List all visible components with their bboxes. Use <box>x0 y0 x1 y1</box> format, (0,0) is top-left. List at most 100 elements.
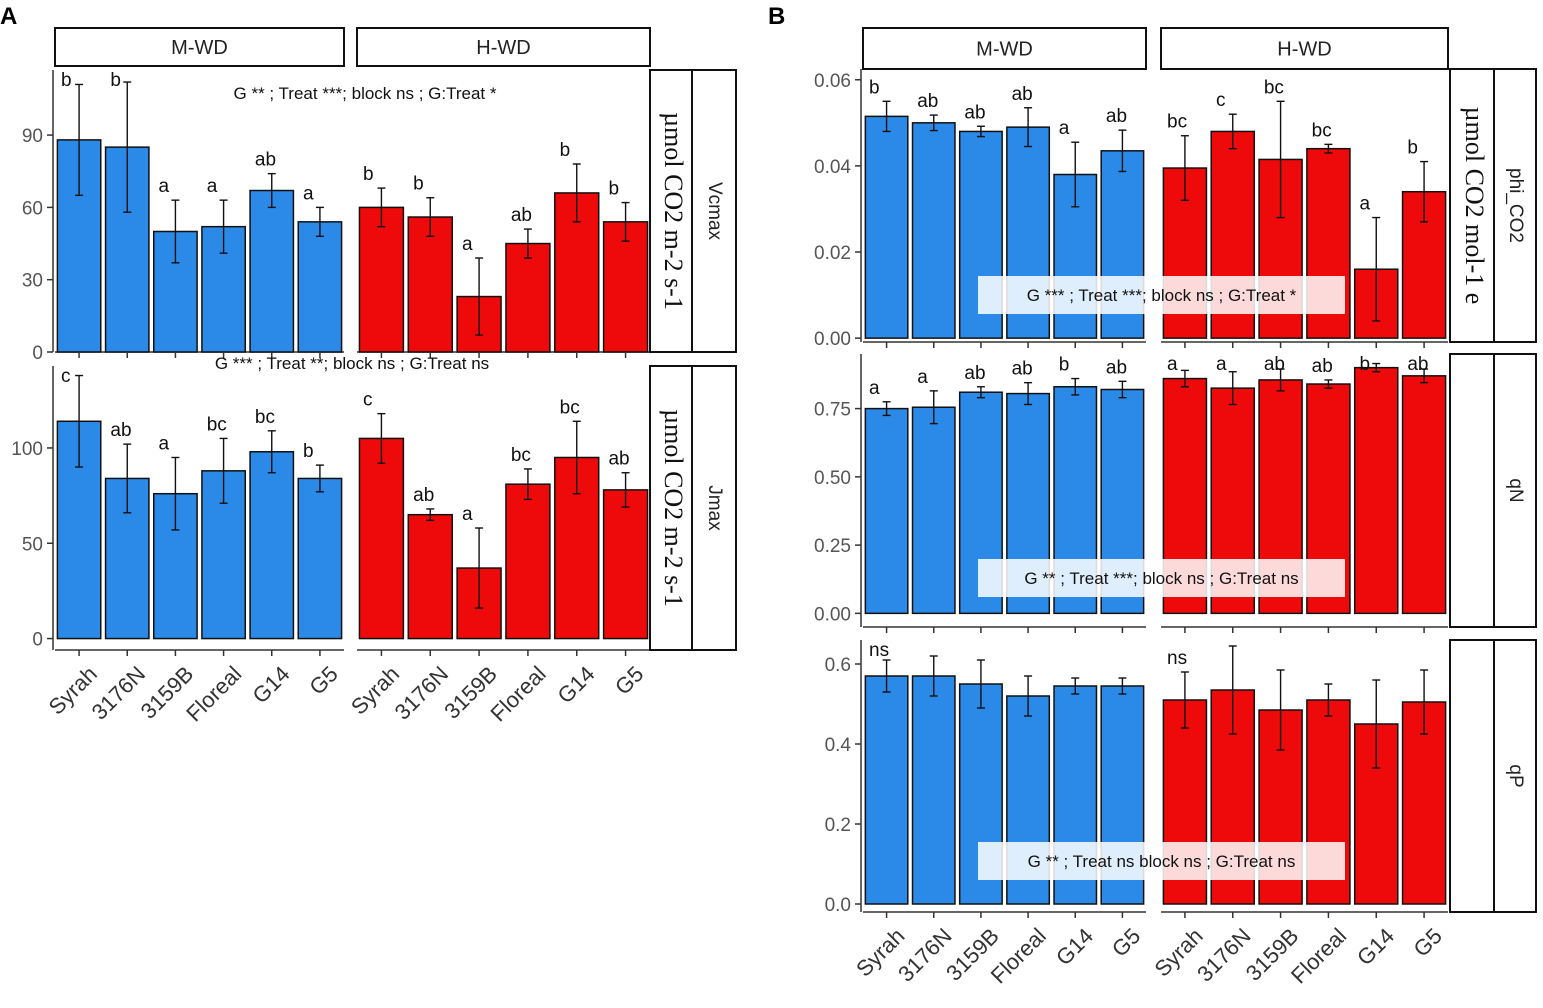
significance-letter: c <box>363 390 373 411</box>
significance-letter: ab <box>1106 106 1127 127</box>
significance-letter: bc <box>1167 112 1187 133</box>
significance-letter: b <box>363 164 374 185</box>
y-tick-label: 0.00 <box>814 329 851 350</box>
panel-label-a: A <box>0 3 17 30</box>
bar-3176n <box>407 513 453 640</box>
bar-g5 <box>297 477 343 640</box>
significance-letter: c <box>1216 90 1226 111</box>
annotation-box <box>978 842 1345 880</box>
significance-letter: a <box>1059 118 1070 139</box>
x-tick-label: G5 <box>1107 923 1145 961</box>
significance-letter: ab <box>255 150 276 171</box>
y-tick-label: 50 <box>22 534 43 555</box>
bar-g5 <box>1401 375 1447 615</box>
significance-letter: a <box>207 176 218 197</box>
bar-syrah <box>864 675 909 905</box>
statistics-annotation: G *** ; Treat **; block ns ; G:Treat ns <box>215 354 489 373</box>
y-tick-label: 0 <box>32 630 43 651</box>
significance-letter: ab <box>608 449 629 470</box>
significance-letter: a <box>462 504 473 525</box>
row-strip <box>691 69 737 353</box>
bar-g5 <box>602 489 649 640</box>
significance-letter: ab <box>1012 359 1033 380</box>
significance-letter: b <box>110 70 121 91</box>
y-tick-label: 0.75 <box>814 400 851 421</box>
bar-floreal <box>505 242 551 353</box>
bar-g14 <box>1353 366 1399 615</box>
significance-letter: ab <box>1312 356 1333 377</box>
row-strip-label: qP <box>1505 764 1526 787</box>
significance-letter: a <box>1216 354 1227 375</box>
y-tick-label: 30 <box>22 271 43 292</box>
significance-letter: bc <box>511 445 531 466</box>
significance-letter: a <box>303 183 314 204</box>
chart-b-qn: 0.00 0.25 0.50 0.75 a a ab ab b ab a a ab ab b ab G ** ;… <box>814 353 1537 633</box>
significance-letter: ab <box>1106 357 1127 378</box>
chart-b-qp: 0.0 0.2 0.4 0.6 ns ns G ** ; Treat ns block ns… <box>825 639 1537 918</box>
significance-letter: bc <box>1312 120 1332 141</box>
significance-letter: bc <box>1264 77 1284 98</box>
y-tick-label: 0.00 <box>814 604 851 625</box>
significance-letter: b <box>61 70 72 91</box>
y-tick-label: 0.06 <box>814 71 851 92</box>
row-strip <box>1493 68 1537 343</box>
significance-letter: a <box>917 367 928 388</box>
row-strip-label: phi_CO2 <box>1505 168 1526 243</box>
significance-letter: b <box>560 140 571 161</box>
facet-strip-label: H-WD <box>476 37 530 59</box>
significance-letter: ab <box>917 91 938 112</box>
y-axis-unit-label: µmol CO2 mol-1 e <box>1460 107 1489 305</box>
row-strip <box>691 365 737 651</box>
significance-letter: ab <box>1264 354 1285 375</box>
y-tick-label: 0.0 <box>825 895 851 916</box>
x-tick-label: 3176N <box>390 661 454 725</box>
row-strip-label: qN <box>1505 478 1526 502</box>
bar-3176n <box>911 675 956 905</box>
x-tick-label: G14 <box>553 661 600 708</box>
significance-letter: b <box>869 77 880 98</box>
annotation-box <box>978 276 1345 314</box>
significance-letter: b <box>608 179 619 200</box>
significance-letter: bc <box>560 397 580 418</box>
x-tick-label: G14 <box>248 661 295 708</box>
bar-g14 <box>249 451 295 640</box>
significance-letter: ab <box>964 363 985 384</box>
x-tick-label: 3176N <box>1192 923 1256 987</box>
panel-label-b: B <box>768 3 785 30</box>
significance-letter: a <box>462 234 473 255</box>
significance-letter: c <box>61 366 71 387</box>
y-tick-label: 0.6 <box>825 655 851 676</box>
bar-floreal <box>505 483 551 640</box>
y-tick-label: 0.2 <box>825 815 851 836</box>
significance-letter: ab <box>1407 354 1428 375</box>
significance-letter: ab <box>110 420 131 441</box>
significance-letter: a <box>1167 354 1178 375</box>
x-tick-label: Floreal <box>181 661 246 726</box>
statistics-annotation: G ** ; Treat ns block ns ; G:Treat ns <box>1028 852 1296 871</box>
y-axis-unit-label: µmol CO2 m-2 s-1 <box>659 409 688 607</box>
x-tick-label: G14 <box>1352 923 1399 970</box>
x-tick-label: 3176N <box>87 661 151 725</box>
x-tick-label: 3176N <box>893 923 957 987</box>
y-tick-label: 0 <box>32 343 43 364</box>
facet-strip-b-0 <box>862 27 1147 70</box>
significance-letter: a <box>869 378 880 399</box>
significance-letter: ab <box>964 102 985 123</box>
y-label-strip <box>649 69 693 353</box>
row-strip-label: Jmax <box>704 485 725 531</box>
bar-syrah <box>864 407 909 615</box>
y-tick-label: 100 <box>11 439 43 460</box>
facet-strip-b-1 <box>1160 27 1449 70</box>
facet-strip-label: H-WD <box>1277 39 1331 61</box>
significance-letter: b <box>1407 138 1418 159</box>
y-tick-label: 0.02 <box>814 243 851 264</box>
bar-g5 <box>1401 701 1447 905</box>
facet-strip-a-0 <box>54 27 345 67</box>
x-tick-label: Floreal <box>486 661 551 726</box>
x-tick-label: Floreal <box>1286 923 1351 988</box>
statistics-annotation: G ** ; Treat ***; block ns ; G:Treat ns <box>1024 569 1298 588</box>
significance-letter: b <box>1059 355 1070 376</box>
